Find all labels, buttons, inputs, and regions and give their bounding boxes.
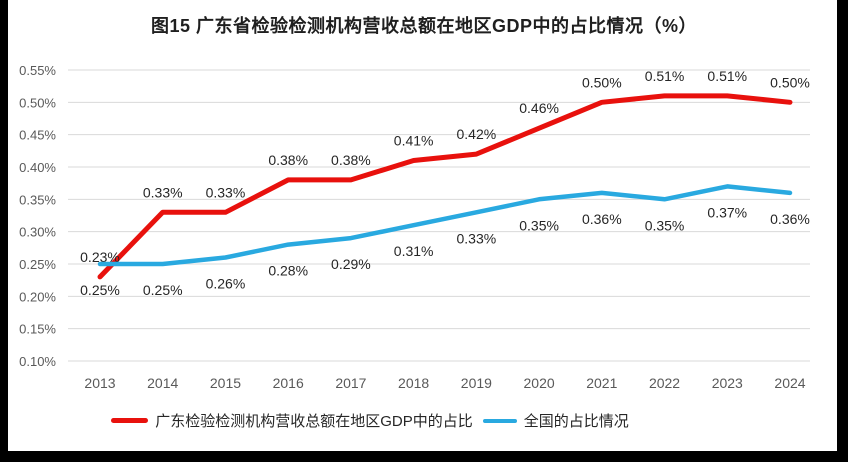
series-line-guangdong [97, 93, 793, 280]
x-axis-tick-label: 2022 [649, 375, 680, 391]
x-axis-tick-label: 2018 [398, 375, 429, 391]
frame-border-left [0, 0, 8, 462]
blue-line-swatch-icon [482, 418, 517, 423]
legend-item-national: 全国的占比情况 [479, 410, 629, 431]
y-axis-tick-label: 0.25% [19, 257, 56, 272]
series-line-national [97, 184, 793, 267]
legend-label-national: 全国的占比情况 [523, 413, 629, 430]
y-axis-tick-label: 0.30% [19, 225, 56, 240]
y-axis-tick-label: 0.40% [19, 160, 56, 175]
data-point-label: 0.46% [519, 100, 559, 116]
y-axis-tick-label: 0.20% [19, 289, 56, 304]
red-line-swatch-icon [111, 418, 149, 423]
data-point-label: 0.29% [331, 256, 371, 272]
data-point-label: 0.26% [206, 276, 246, 292]
data-point-label: 0.36% [582, 211, 622, 227]
y-axis-tick-label: 0.10% [19, 354, 56, 369]
x-axis-tick-label: 2024 [774, 375, 805, 391]
y-axis-tick-label: 0.15% [19, 322, 56, 337]
data-point-label: 0.23% [80, 249, 120, 265]
legend-item-guangdong: 广东检验检测机构营收总额在地区GDP中的占比 [111, 410, 473, 431]
x-axis-tick-label: 2021 [586, 375, 617, 391]
x-axis-tick-label: 2014 [147, 375, 178, 391]
x-axis-tick-label: 2019 [461, 375, 492, 391]
chart-title: 图15 广东省检验检测机构营收总额在地区GDP中的占比情况（%） [150, 16, 698, 36]
data-point-label: 0.51% [645, 68, 685, 84]
data-point-label: 0.41% [394, 133, 434, 149]
y-axis-tick-label: 0.35% [19, 192, 56, 207]
data-point-label: 0.42% [457, 126, 497, 142]
data-point-label: 0.28% [268, 263, 308, 279]
data-point-label: 0.50% [770, 74, 810, 90]
data-point-label: 0.37% [707, 204, 747, 220]
data-point-label: 0.25% [80, 282, 120, 298]
data-point-label: 0.33% [206, 184, 246, 200]
frame-border-bottom [0, 451, 848, 462]
data-point-label: 0.35% [645, 217, 685, 233]
data-point-label: 0.33% [457, 230, 497, 246]
data-point-label: 0.36% [770, 211, 810, 227]
y-axis-tick-label: 0.50% [19, 95, 56, 110]
x-axis-tick-label: 2020 [524, 375, 555, 391]
x-axis-tick-label: 2013 [84, 375, 115, 391]
frame-border-right [837, 0, 848, 462]
data-point-label: 0.35% [519, 217, 559, 233]
data-point-label: 0.51% [707, 68, 747, 84]
data-point-label: 0.38% [331, 152, 371, 168]
data-point-label: 0.31% [394, 243, 434, 259]
data-point-label: 0.25% [143, 282, 183, 298]
data-point-label: 0.38% [268, 152, 308, 168]
chart-legend: 广东检验检测机构营收总额在地区GDP中的占比 全国的占比情况 [0, 410, 794, 431]
legend-label-guangdong: 广东检验检测机构营收总额在地区GDP中的占比 [155, 413, 473, 430]
y-axis-tick-label: 0.45% [19, 128, 56, 143]
x-axis-tick-label: 2015 [210, 375, 241, 391]
data-point-label: 0.33% [143, 184, 183, 200]
x-axis-tick-label: 2017 [335, 375, 366, 391]
data-point-label: 0.50% [582, 74, 622, 90]
y-axis-tick-label: 0.55% [19, 63, 56, 78]
x-axis-tick-label: 2023 [712, 375, 743, 391]
x-axis-tick-label: 2016 [273, 375, 304, 391]
